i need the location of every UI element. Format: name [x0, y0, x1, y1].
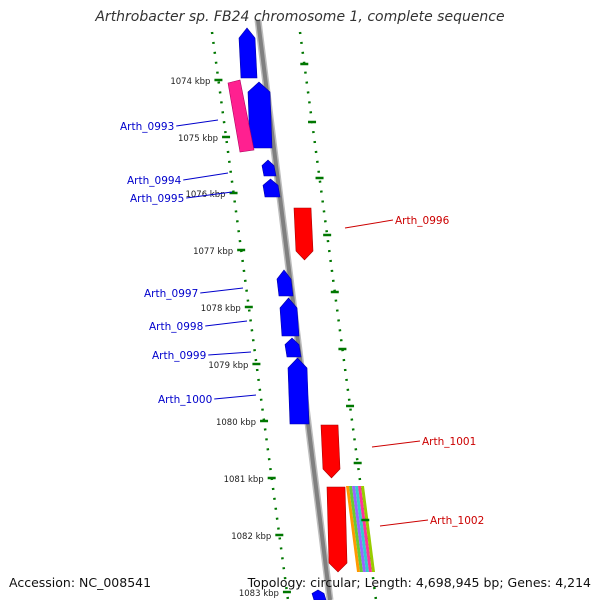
- scale-tick-label: 1074 kbp: [170, 77, 210, 87]
- forward-gene-label: Arth_0998: [149, 321, 203, 333]
- scale-tick-label: 1082 kbp: [231, 532, 271, 542]
- forward-gene-arrow: [287, 357, 310, 425]
- forward-gene-arrow: [311, 589, 327, 601]
- reverse-gene-label: Arth_1002: [430, 515, 484, 527]
- forward-label-leader: [205, 320, 248, 327]
- scale-tick-label: 1075 kbp: [178, 134, 218, 144]
- forward-gene-arrow: [238, 27, 258, 79]
- content-stripe: [346, 486, 360, 572]
- forward-gene-arrow: [262, 178, 281, 198]
- forward-label-leader: [176, 119, 219, 127]
- forward-gene-label: Arth_0995: [130, 193, 184, 205]
- forward-gene-arrow: [276, 269, 294, 297]
- forward-label-leader: [200, 287, 244, 294]
- forward-gene-arrow: [261, 159, 277, 177]
- forward-label-leader: [208, 351, 252, 356]
- content-stripe: [352, 486, 366, 572]
- reverse-label-leader: [371, 440, 421, 448]
- content-stripe: [355, 486, 369, 572]
- accession-label: Accession: NC_008541: [9, 575, 152, 590]
- forward-gene-arrow: [284, 337, 302, 358]
- reverse-gene-label: Arth_1001: [422, 436, 476, 448]
- reverse-gene-label: Arth_0996: [395, 215, 450, 227]
- scale-tick-label: 1077 kbp: [193, 247, 233, 257]
- content-stripe: [349, 486, 363, 572]
- forward-gene-label: Arth_0994: [127, 175, 182, 187]
- reverse-gene-arrow: [320, 424, 341, 479]
- scale-tick-label: 1081 kbp: [224, 475, 264, 485]
- content-stripe: [358, 486, 372, 572]
- pink-feature-block: [227, 79, 255, 153]
- forward-gene-label: Arth_0999: [152, 350, 206, 362]
- forward-label-leader: [214, 394, 257, 400]
- scale-tick-label: 1079 kbp: [208, 361, 248, 371]
- reverse-gene-arrow: [326, 486, 348, 573]
- reverse-label-leader: [379, 519, 429, 527]
- forward-gene-label: Arth_0993: [120, 121, 174, 133]
- scale-tick-label: 1078 kbp: [201, 304, 241, 314]
- scale-tick-label: 1083 kbp: [239, 589, 279, 599]
- forward-label-leader: [183, 172, 229, 181]
- forward-gene-arrow: [279, 297, 300, 337]
- forward-gene-label: Arth_1000: [158, 394, 212, 406]
- reverse-label-leader: [344, 219, 394, 229]
- forward-label-leader: [186, 191, 233, 199]
- topology-label: Topology: circular; Length: 4,698,945 bp…: [247, 575, 591, 590]
- content-stripe: [361, 486, 375, 572]
- scale-tick-label: 1080 kbp: [216, 418, 256, 428]
- forward-gene-label: Arth_0997: [144, 288, 198, 300]
- reverse-gene-arrow: [293, 207, 314, 261]
- map-title: Arthrobacter sp. FB24 chromosome 1, comp…: [95, 9, 505, 25]
